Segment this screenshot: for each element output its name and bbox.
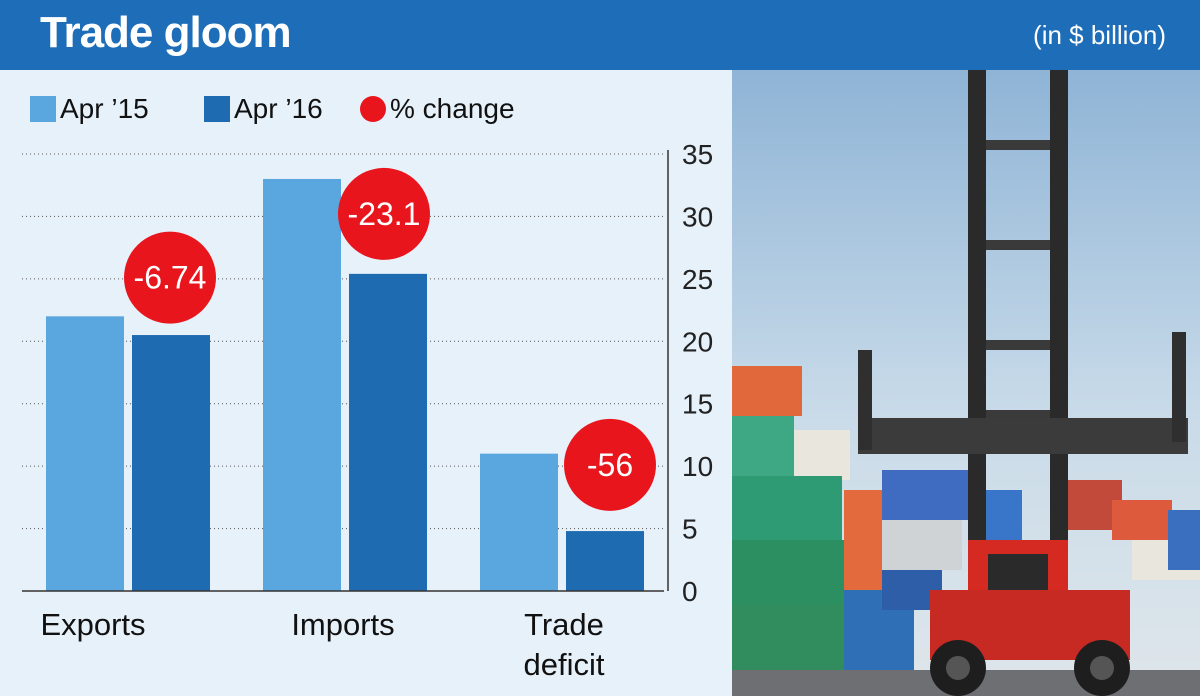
category-label: deficit <box>524 647 605 682</box>
bar-apr15 <box>263 178 341 591</box>
legend-swatch-apr16 <box>204 96 230 122</box>
legend-swatch-change <box>360 96 386 122</box>
bar-apr16 <box>349 273 427 591</box>
category-label: Exports <box>40 607 145 642</box>
bar-apr16 <box>566 531 644 591</box>
category-label: Imports <box>291 607 394 642</box>
y-tick-label: 15 <box>682 389 713 420</box>
legend-item-apr15: Apr ’15 <box>30 92 149 126</box>
y-tick-label: 5 <box>682 514 698 545</box>
y-tick-label: 0 <box>682 576 698 607</box>
legend-item-apr16: Apr ’16 <box>204 92 323 126</box>
pct-change-bubble <box>564 418 656 511</box>
y-tick-label: 35 <box>682 139 713 170</box>
pct-change-bubble <box>338 167 430 260</box>
y-tick-label: 10 <box>682 451 713 482</box>
bar-apr15 <box>480 453 558 591</box>
pct-change-label: -56 <box>587 447 633 483</box>
legend-swatch-apr15 <box>30 96 56 122</box>
legend-label-apr16: Apr ’16 <box>234 93 323 124</box>
bar-apr16 <box>132 335 210 591</box>
unit-label: (in $ billion) <box>1033 20 1166 50</box>
category-label: Trade <box>524 607 604 642</box>
pct-change-label: -6.74 <box>134 260 207 296</box>
container-handler-photo <box>732 70 1200 696</box>
legend-item-change: % change <box>360 92 515 126</box>
pct-change-label: -23.1 <box>348 196 421 232</box>
y-tick-label: 25 <box>682 264 713 295</box>
bar-apr15 <box>46 316 124 591</box>
header-bar: Trade gloom (in $ billion) <box>0 0 1200 70</box>
pct-change-bubble <box>124 231 216 324</box>
legend-label-apr15: Apr ’15 <box>60 93 149 124</box>
bar-chart: 0 5 10 15 20 25 30 35 -6.74 -23.1 -56 Exports Import… <box>22 139 713 682</box>
y-tick-label: 30 <box>682 201 713 232</box>
y-tick-label: 20 <box>682 326 713 357</box>
photo-illustration <box>732 70 1200 696</box>
chart-title: Trade gloom <box>40 8 292 57</box>
legend-label-change: % change <box>390 93 515 124</box>
